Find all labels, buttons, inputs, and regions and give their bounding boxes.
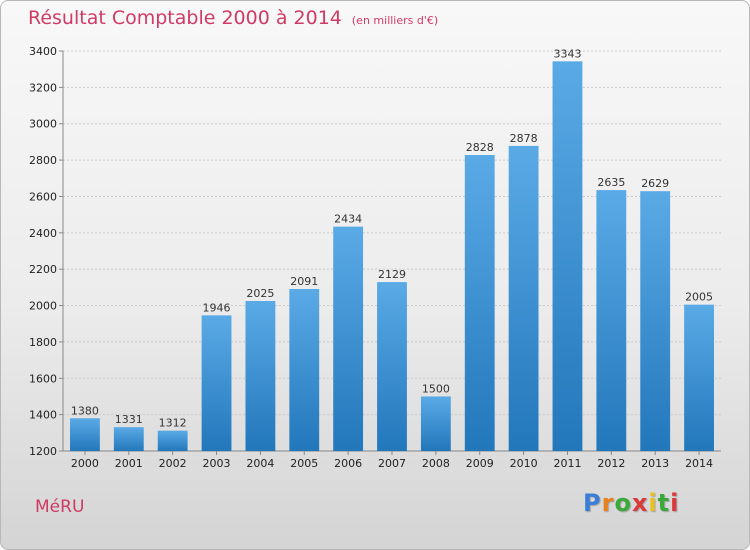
- y-tick-label: 1800: [29, 336, 57, 349]
- bar-value-label-2008: 1500: [422, 382, 450, 395]
- x-tick-label-2014: 2014: [685, 457, 713, 470]
- logo-letter: r: [601, 489, 615, 517]
- x-tick-label-2012: 2012: [597, 457, 625, 470]
- x-tick-label-2010: 2010: [510, 457, 538, 470]
- bar-value-label-2013: 2629: [641, 177, 669, 190]
- x-tick-label-2009: 2009: [466, 457, 494, 470]
- bar-value-label-2002: 1312: [159, 417, 187, 430]
- x-tick-label-2007: 2007: [378, 457, 406, 470]
- bar-2012: [596, 190, 627, 451]
- chart-title-text: Résultat Comptable 2000 à 2014: [28, 7, 342, 29]
- place-label: MéRU: [35, 497, 85, 517]
- x-tick-label-2005: 2005: [290, 457, 318, 470]
- x-tick-label-2011: 2011: [553, 457, 581, 470]
- logo-letter: i: [670, 489, 680, 517]
- bar-value-label-2011: 3343: [553, 47, 581, 60]
- chart-title: Résultat Comptable 2000 à 2014 (en millie…: [28, 7, 438, 29]
- y-tick-label: 3000: [29, 118, 57, 131]
- x-tick-label-2000: 2000: [71, 457, 99, 470]
- y-tick-label: 1400: [29, 409, 57, 422]
- bar-value-label-2000: 1380: [71, 404, 99, 417]
- bar-2014: [684, 304, 714, 451]
- x-tick-label-2002: 2002: [159, 457, 187, 470]
- bar-2005: [289, 289, 320, 451]
- bar-2013: [640, 191, 671, 451]
- y-tick-label: 1600: [29, 372, 57, 385]
- bar-2001: [113, 427, 144, 451]
- bar-2003: [201, 315, 232, 451]
- x-tick-label-2003: 2003: [203, 457, 231, 470]
- bar-value-label-2009: 2828: [466, 141, 494, 154]
- bar-2006: [333, 226, 364, 451]
- bar-value-label-2006: 2434: [334, 213, 362, 226]
- bar-value-label-2003: 1946: [203, 301, 231, 314]
- bar-value-label-2001: 1331: [115, 413, 143, 426]
- y-tick-label: 2600: [29, 190, 57, 203]
- x-tick-label-2001: 2001: [115, 457, 143, 470]
- bar-2004: [245, 301, 276, 451]
- bar-value-label-2005: 2091: [290, 275, 318, 288]
- x-tick-label-2006: 2006: [334, 457, 362, 470]
- y-tick-label: 3200: [29, 81, 57, 94]
- bars: [70, 61, 714, 451]
- logo-letter: P: [583, 489, 602, 517]
- bar-2008: [420, 396, 451, 451]
- y-tick-label: 2800: [29, 154, 57, 167]
- bar-2002: [157, 430, 188, 451]
- bar-value-label-2014: 2005: [685, 291, 713, 304]
- x-tick-label-2013: 2013: [641, 457, 669, 470]
- bar-2009: [464, 155, 495, 451]
- logo-letter: o: [614, 489, 632, 517]
- y-tick-label: 2400: [29, 227, 57, 240]
- bar-2011: [552, 61, 583, 451]
- bar-value-label-2010: 2878: [510, 132, 538, 145]
- x-tick-label-2008: 2008: [422, 457, 450, 470]
- bar-value-label-2007: 2129: [378, 268, 406, 281]
- bar-2010: [508, 145, 539, 451]
- logo-letter: t: [657, 489, 671, 517]
- x-tick-label-2004: 2004: [246, 457, 274, 470]
- logo-letter: x: [631, 489, 649, 517]
- y-tick-label: 2200: [29, 263, 57, 276]
- chart-subtitle: (en milliers d'€): [351, 14, 439, 27]
- bar-value-label-2004: 2025: [246, 287, 274, 300]
- proxiti-logo: Proxiti: [583, 489, 679, 517]
- bar-2000: [70, 418, 100, 451]
- bar-2007: [377, 282, 407, 451]
- y-tick-label: 3400: [29, 45, 57, 58]
- data-labels: 1380 1331 1312 1946 2025 2091 2434 2129 1500 2828…: [71, 47, 713, 429]
- y-tick-label: 1200: [29, 445, 57, 458]
- logo-letter: i: [648, 489, 658, 517]
- bar-value-label-2012: 2635: [597, 176, 625, 189]
- y-tick-label: 2000: [29, 300, 57, 313]
- axes: 1200 1400 1600 1800 2000 2200 2400 2600 2800 3000…: [29, 45, 721, 470]
